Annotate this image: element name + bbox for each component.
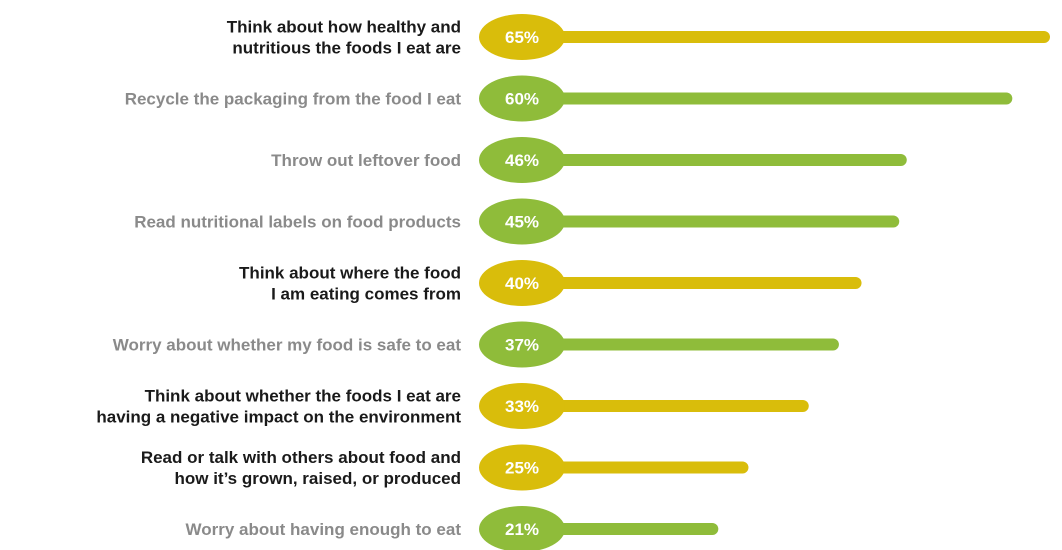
bar-row: 21% Worry about having enough to eat xyxy=(186,506,719,550)
value-badge xyxy=(479,14,565,60)
value-badge xyxy=(479,75,565,122)
category-label: nutritious the foods I eat are xyxy=(232,39,461,58)
bar-row: 33% Think about whether the foods I eat a… xyxy=(96,383,809,429)
value-badge xyxy=(479,198,565,245)
value-badge xyxy=(479,137,565,183)
bar xyxy=(540,461,749,474)
bar-row: 65% Think about how healthy and nutritious… xyxy=(227,14,1050,60)
bar xyxy=(540,277,862,289)
data-label: 45% xyxy=(505,213,539,232)
bar xyxy=(540,400,809,412)
category-label: Throw out leftover food xyxy=(271,151,461,170)
value-badge xyxy=(479,506,565,550)
data-label: 37% xyxy=(505,336,539,355)
bar xyxy=(540,31,1050,43)
data-label: 21% xyxy=(505,520,539,539)
data-label: 33% xyxy=(505,397,539,416)
value-badge xyxy=(479,260,565,306)
category-label: having a negative impact on the environm… xyxy=(96,408,461,427)
bar-row: 60% Recycle the packaging from the food I… xyxy=(125,75,1013,122)
data-label: 65% xyxy=(505,28,539,47)
category-label: Recycle the packaging from the food I ea… xyxy=(125,90,462,109)
bar-row: 40% Think about where the food I am eating… xyxy=(239,260,862,306)
bar xyxy=(540,338,839,351)
bar-row: 45% Read nutritional labels on food produ… xyxy=(134,198,900,245)
value-badge xyxy=(479,383,565,429)
bar xyxy=(540,215,900,228)
category-label: Read or talk with others about food and xyxy=(141,448,461,467)
data-label: 60% xyxy=(505,90,539,109)
value-badge xyxy=(479,444,565,491)
category-label: I am eating comes from xyxy=(271,285,461,304)
data-label: 46% xyxy=(505,151,539,170)
bar-row: 25% Read or talk with others about food a… xyxy=(141,444,749,491)
category-label: Worry about having enough to eat xyxy=(186,520,462,539)
category-label: Think about how healthy and xyxy=(227,18,461,37)
data-label: 40% xyxy=(505,274,539,293)
category-label: Worry about whether my food is safe to e… xyxy=(113,336,462,355)
bar-row: 37% Worry about whether my food is safe t… xyxy=(113,321,839,368)
category-label: how it’s grown, raised, or produced xyxy=(174,469,461,488)
value-badge xyxy=(479,321,565,368)
bar xyxy=(540,523,719,535)
bar xyxy=(540,154,907,166)
category-label: Think about where the food xyxy=(239,264,461,283)
bar-row: 46% Throw out leftover food xyxy=(271,137,907,183)
category-label: Read nutritional labels on food products xyxy=(134,213,461,232)
bar xyxy=(540,92,1013,105)
data-label: 25% xyxy=(505,459,539,478)
category-label: Think about whether the foods I eat are xyxy=(145,387,461,406)
